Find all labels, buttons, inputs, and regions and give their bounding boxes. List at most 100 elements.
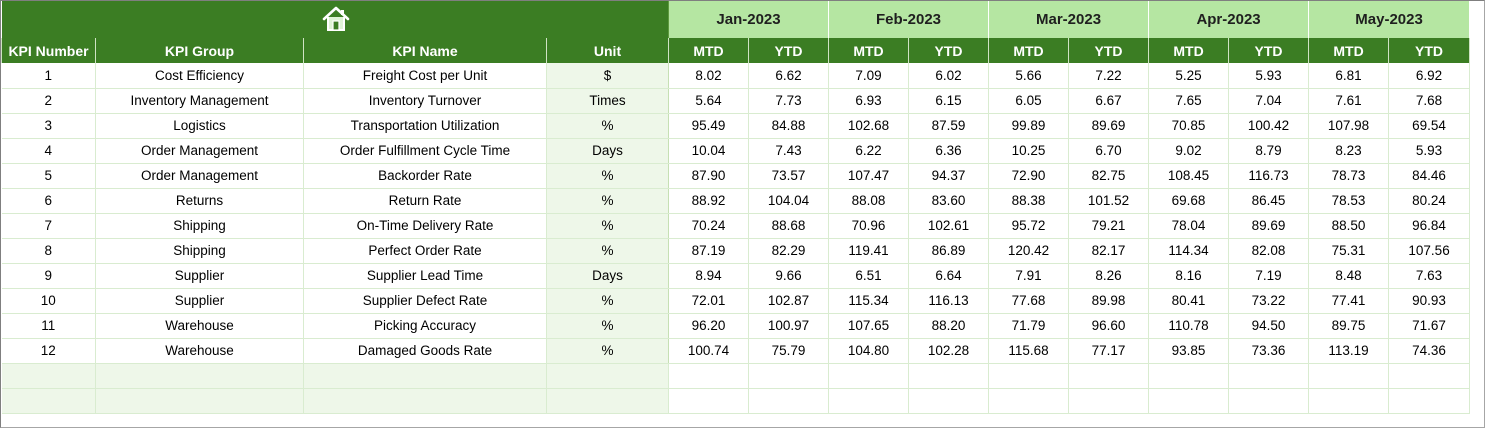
ytd-value-cell[interactable]: 5.93 xyxy=(1228,63,1310,89)
mtd-value-cell[interactable]: 80.41 xyxy=(1148,288,1230,314)
kpi-name-cell[interactable]: Return Rate xyxy=(303,188,547,214)
ytd-value-cell[interactable]: 79.21 xyxy=(1068,213,1150,239)
kpi-name-cell[interactable]: Transportation Utilization xyxy=(303,113,547,139)
ytd-value-cell[interactable]: 86.89 xyxy=(908,238,990,264)
kpi-group-cell[interactable]: Shipping xyxy=(95,238,304,264)
kpi-group-cell[interactable]: Logistics xyxy=(95,113,304,139)
kpi-number-cell[interactable]: 5 xyxy=(1,163,96,189)
kpi-name-cell[interactable]: Supplier Lead Time xyxy=(303,263,547,289)
kpi-number-cell[interactable]: 2 xyxy=(1,88,96,114)
ytd-value-cell[interactable]: 6.67 xyxy=(1068,88,1150,114)
ytd-value-cell[interactable]: 75.79 xyxy=(748,338,829,364)
kpi-group-cell[interactable]: Shipping xyxy=(95,213,304,239)
mtd-value-cell[interactable]: 95.72 xyxy=(988,213,1070,239)
mtd-value-cell[interactable]: 100.74 xyxy=(668,338,749,364)
kpi-number-cell[interactable]: 3 xyxy=(1,113,96,139)
empty-cell[interactable] xyxy=(303,363,547,389)
ytd-value-cell[interactable]: 84.88 xyxy=(748,113,829,139)
kpi-number-cell[interactable]: 6 xyxy=(1,188,96,214)
ytd-value-cell[interactable]: 84.46 xyxy=(1388,163,1471,189)
kpi-group-cell[interactable]: Order Management xyxy=(95,138,304,164)
mtd-value-cell[interactable]: 75.31 xyxy=(1308,238,1390,264)
empty-cell[interactable] xyxy=(988,388,1070,414)
ytd-value-cell[interactable]: 82.08 xyxy=(1228,238,1310,264)
mtd-value-cell[interactable]: 115.34 xyxy=(828,288,909,314)
ytd-value-cell[interactable]: 101.52 xyxy=(1068,188,1150,214)
mtd-value-cell[interactable]: 10.04 xyxy=(668,138,749,164)
kpi-unit-cell[interactable]: % xyxy=(546,213,669,239)
ytd-value-cell[interactable]: 7.43 xyxy=(748,138,829,164)
mtd-value-cell[interactable]: 107.98 xyxy=(1308,113,1390,139)
mtd-value-cell[interactable]: 114.34 xyxy=(1148,238,1230,264)
ytd-value-cell[interactable]: 89.69 xyxy=(1228,213,1310,239)
mtd-value-cell[interactable]: 110.78 xyxy=(1148,313,1230,339)
ytd-value-cell[interactable]: 7.63 xyxy=(1388,263,1471,289)
empty-cell[interactable] xyxy=(668,388,749,414)
mtd-value-cell[interactable]: 6.93 xyxy=(828,88,909,114)
mtd-value-cell[interactable]: 8.94 xyxy=(668,263,749,289)
empty-cell[interactable] xyxy=(1308,363,1390,389)
mtd-value-cell[interactable]: 70.24 xyxy=(668,213,749,239)
mtd-value-cell[interactable]: 115.68 xyxy=(988,338,1070,364)
kpi-number-cell[interactable]: 7 xyxy=(1,213,96,239)
mtd-value-cell[interactable]: 87.90 xyxy=(668,163,749,189)
kpi-group-cell[interactable]: Returns xyxy=(95,188,304,214)
kpi-group-cell[interactable]: Inventory Management xyxy=(95,88,304,114)
mtd-value-cell[interactable]: 107.47 xyxy=(828,163,909,189)
ytd-value-cell[interactable]: 89.69 xyxy=(1068,113,1150,139)
empty-cell[interactable] xyxy=(1068,363,1150,389)
mtd-value-cell[interactable]: 5.64 xyxy=(668,88,749,114)
ytd-value-cell[interactable]: 82.17 xyxy=(1068,238,1150,264)
ytd-value-cell[interactable]: 80.24 xyxy=(1388,188,1471,214)
mtd-value-cell[interactable]: 113.19 xyxy=(1308,338,1390,364)
kpi-number-cell[interactable]: 8 xyxy=(1,238,96,264)
ytd-value-cell[interactable]: 6.70 xyxy=(1068,138,1150,164)
mtd-value-cell[interactable]: 6.51 xyxy=(828,263,909,289)
ytd-value-cell[interactable]: 96.60 xyxy=(1068,313,1150,339)
empty-cell[interactable] xyxy=(908,363,990,389)
ytd-value-cell[interactable]: 6.62 xyxy=(748,63,829,89)
kpi-number-cell[interactable]: 10 xyxy=(1,288,96,314)
ytd-value-cell[interactable]: 107.56 xyxy=(1388,238,1471,264)
mtd-value-cell[interactable]: 77.41 xyxy=(1308,288,1390,314)
empty-cell[interactable] xyxy=(1068,388,1150,414)
empty-cell[interactable] xyxy=(1388,363,1471,389)
mtd-value-cell[interactable]: 70.96 xyxy=(828,213,909,239)
mtd-value-cell[interactable]: 87.19 xyxy=(668,238,749,264)
mtd-value-cell[interactable]: 120.42 xyxy=(988,238,1070,264)
ytd-value-cell[interactable]: 73.36 xyxy=(1228,338,1310,364)
kpi-name-cell[interactable]: Backorder Rate xyxy=(303,163,547,189)
kpi-name-cell[interactable]: Freight Cost per Unit xyxy=(303,63,547,89)
ytd-value-cell[interactable]: 7.04 xyxy=(1228,88,1310,114)
ytd-value-cell[interactable]: 7.73 xyxy=(748,88,829,114)
mtd-value-cell[interactable]: 104.80 xyxy=(828,338,909,364)
mtd-value-cell[interactable]: 7.91 xyxy=(988,263,1070,289)
ytd-value-cell[interactable]: 100.97 xyxy=(748,313,829,339)
ytd-value-cell[interactable]: 83.60 xyxy=(908,188,990,214)
mtd-value-cell[interactable]: 6.05 xyxy=(988,88,1070,114)
kpi-number-cell[interactable]: 12 xyxy=(1,338,96,364)
mtd-value-cell[interactable]: 72.01 xyxy=(668,288,749,314)
empty-cell[interactable] xyxy=(1388,388,1471,414)
mtd-value-cell[interactable]: 102.68 xyxy=(828,113,909,139)
kpi-group-cell[interactable]: Supplier xyxy=(95,288,304,314)
mtd-value-cell[interactable]: 6.22 xyxy=(828,138,909,164)
ytd-value-cell[interactable]: 7.22 xyxy=(1068,63,1150,89)
empty-cell[interactable] xyxy=(988,363,1070,389)
kpi-unit-cell[interactable]: Days xyxy=(546,263,669,289)
mtd-value-cell[interactable]: 96.20 xyxy=(668,313,749,339)
mtd-value-cell[interactable]: 119.41 xyxy=(828,238,909,264)
kpi-group-cell[interactable]: Order Management xyxy=(95,163,304,189)
kpi-unit-cell[interactable]: % xyxy=(546,288,669,314)
ytd-value-cell[interactable]: 90.93 xyxy=(1388,288,1471,314)
ytd-value-cell[interactable]: 74.36 xyxy=(1388,338,1471,364)
ytd-value-cell[interactable]: 77.17 xyxy=(1068,338,1150,364)
kpi-unit-cell[interactable]: Days xyxy=(546,138,669,164)
mtd-value-cell[interactable]: 88.08 xyxy=(828,188,909,214)
ytd-value-cell[interactable]: 6.92 xyxy=(1388,63,1471,89)
empty-cell[interactable] xyxy=(95,363,304,389)
empty-cell[interactable] xyxy=(1148,388,1230,414)
ytd-value-cell[interactable]: 116.13 xyxy=(908,288,990,314)
mtd-value-cell[interactable]: 5.66 xyxy=(988,63,1070,89)
empty-cell[interactable] xyxy=(668,363,749,389)
